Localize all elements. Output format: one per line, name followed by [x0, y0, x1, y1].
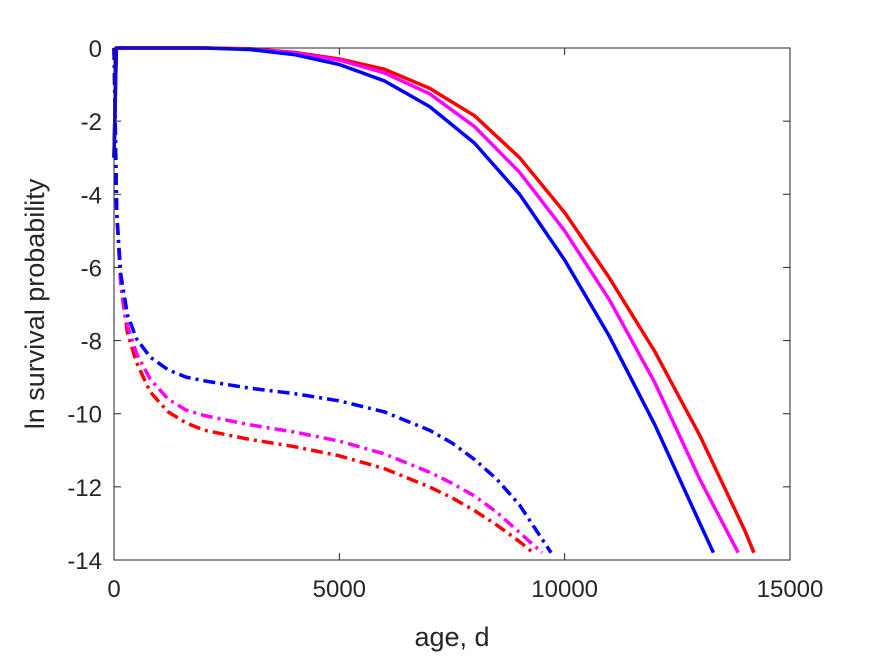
y-axis-label: ln survival probability	[20, 178, 50, 429]
plot-frame	[113, 47, 791, 561]
x-tick-label: 10000	[531, 576, 598, 603]
x-tick-label: 0	[107, 576, 120, 603]
series-line-4	[112, 47, 535, 555]
x-axis-label: age, d	[414, 622, 489, 652]
series-line-5	[112, 47, 544, 555]
y-tick-label: -8	[81, 329, 102, 356]
x-tick-label: 15000	[757, 576, 824, 603]
y-tick-label: -12	[67, 475, 102, 502]
y-tick-label: -10	[67, 402, 102, 429]
x-tick-label: 5000	[313, 576, 366, 603]
series-line-6	[112, 47, 553, 554]
y-tick-label: -2	[81, 109, 102, 136]
y-tick-label: -4	[81, 182, 102, 209]
y-tick-label: -6	[81, 255, 102, 282]
y-axis: 0 -2 -4 -6 -8 -10 -12 -14	[67, 36, 790, 575]
y-tick-label: -14	[67, 548, 102, 575]
y-tick-label: 0	[89, 36, 102, 63]
x-axis: 0 5000 10000 15000	[107, 48, 823, 603]
